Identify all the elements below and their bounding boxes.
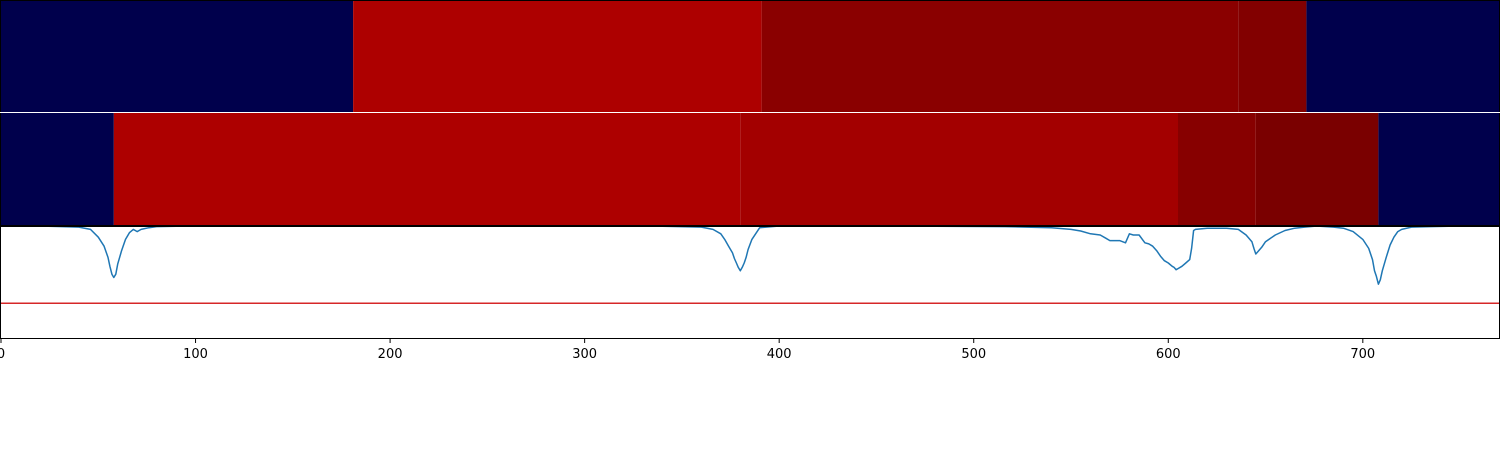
x-tick-label: 600 <box>1156 347 1181 362</box>
heatmap-bands <box>1 1 1499 226</box>
x-axis: 0 100 200 300 400 500 600 700 <box>0 0 1500 362</box>
band-1-segment-3 <box>761 1 1239 112</box>
band-2-segment-2 <box>113 113 741 226</box>
x-tick-label: 400 <box>767 347 792 362</box>
x-tick-label: 700 <box>1350 347 1375 362</box>
band-1-segment-5 <box>1306 1 1499 112</box>
x-tick-label: 500 <box>961 347 986 362</box>
band-1-segment-4 <box>1238 1 1307 112</box>
x-tick-label: 200 <box>378 347 403 362</box>
x-tick-label: 100 <box>183 347 208 362</box>
band-2-segment-4 <box>1178 113 1256 226</box>
band-2-segment-6 <box>1378 113 1499 226</box>
x-tick-label: 300 <box>572 347 597 362</box>
signal-series-line <box>39 225 1461 285</box>
band-1-segment-2 <box>353 1 762 112</box>
x-tick-label: 0 <box>0 347 5 362</box>
band-1-segment-1 <box>1 1 354 112</box>
band-2-segment-1 <box>1 113 114 226</box>
band-2-segment-3 <box>740 113 1178 226</box>
signal-panel <box>1 225 1499 305</box>
band-2-segment-5 <box>1255 113 1379 226</box>
